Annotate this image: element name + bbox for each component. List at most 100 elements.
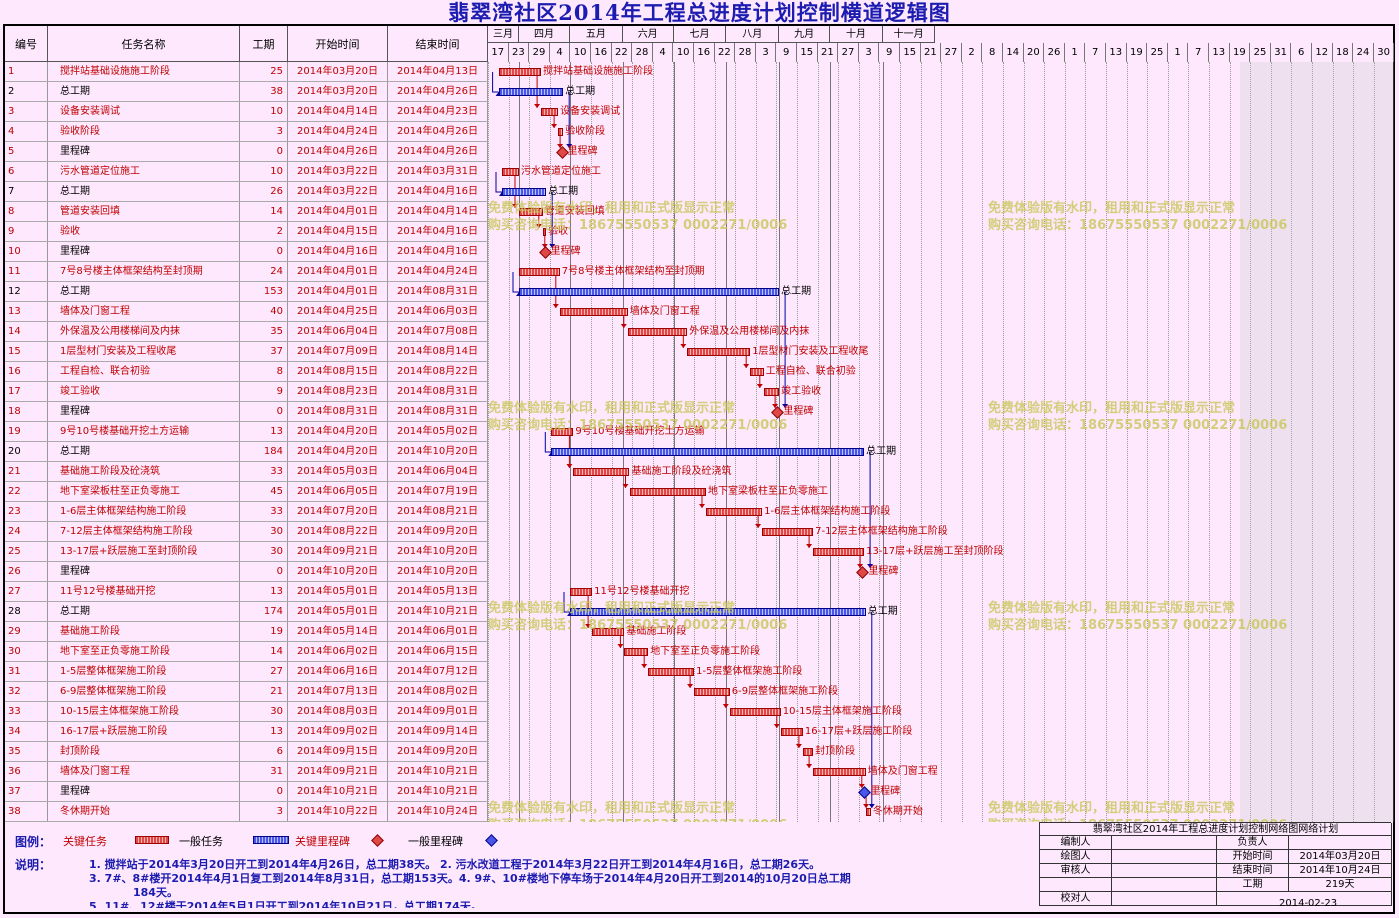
task-name-cell[interactable]: 7-12层主体框架结构施工阶段	[48, 522, 240, 542]
task-id-cell[interactable]: 36	[5, 762, 48, 782]
task-id-cell[interactable]: 15	[5, 342, 48, 362]
task-name-cell[interactable]: 管道安装回填	[48, 202, 240, 222]
table-row[interactable]: 5 里程碑 0 2014年04月26日 2014年04月26日	[5, 142, 488, 162]
task-bar[interactable]	[570, 588, 593, 596]
task-bar[interactable]	[592, 628, 625, 636]
task-name-cell[interactable]: 外保温及公用楼梯间及内抹	[48, 322, 240, 342]
owner-value[interactable]	[1289, 836, 1392, 850]
task-name-cell[interactable]: 里程碑	[48, 782, 240, 802]
task-bar[interactable]	[763, 388, 780, 396]
task-name-cell[interactable]: 1层型材门安装及工程收尾	[48, 342, 240, 362]
task-id-cell[interactable]: 4	[5, 122, 48, 142]
col-header-duration[interactable]: 工期	[240, 26, 288, 62]
task-bar[interactable]	[813, 768, 866, 776]
task-name-cell[interactable]: 9号10号楼基础开挖土方运输	[48, 422, 240, 442]
task-id-cell[interactable]: 31	[5, 662, 48, 682]
table-row[interactable]: 33 10-15层主体框架施工阶段 30 2014年08月03日 2014年09月01日	[5, 702, 488, 722]
task-name-cell[interactable]: 13-17层+跃层施工至封顶阶段	[48, 542, 240, 562]
table-row[interactable]: 1 搅拌站基础设施施工阶段 25 2014年03月20日 2014年04月13日	[5, 62, 488, 82]
task-id-cell[interactable]: 16	[5, 362, 48, 382]
task-name-cell[interactable]: 验收	[48, 222, 240, 242]
table-row[interactable]: 17 竣工验收 9 2014年08月23日 2014年08月31日	[5, 382, 488, 402]
task-name-cell[interactable]: 总工期	[48, 442, 240, 462]
table-row[interactable]: 4 验收阶段 3 2014年04月24日 2014年04月26日	[5, 122, 488, 142]
table-row[interactable]: 38 冬休期开始 3 2014年10月22日 2014年10月24日	[5, 802, 488, 822]
task-bar[interactable]	[706, 508, 763, 516]
task-id-cell[interactable]: 22	[5, 482, 48, 502]
table-row[interactable]: 16 工程自检、联合初验 8 2014年08月15日 2014年08月22日	[5, 362, 488, 382]
task-name-cell[interactable]: 竣工验收	[48, 382, 240, 402]
task-name-cell[interactable]: 6-9层整体框架施工阶段	[48, 682, 240, 702]
task-id-cell[interactable]: 10	[5, 242, 48, 262]
task-name-cell[interactable]: 11号12号楼基础开挖	[48, 582, 240, 602]
task-bar[interactable]	[559, 308, 628, 316]
task-id-cell[interactable]: 25	[5, 542, 48, 562]
table-row[interactable]: 18 里程碑 0 2014年08月31日 2014年08月31日	[5, 402, 488, 422]
table-row[interactable]: 13 墙体及门窗工程 40 2014年04月25日 2014年06月03日	[5, 302, 488, 322]
task-name-cell[interactable]: 总工期	[48, 182, 240, 202]
task-name-cell[interactable]: 墙体及门窗工程	[48, 302, 240, 322]
task-name-cell[interactable]: 冬休期开始	[48, 802, 240, 822]
table-row[interactable]: 10 里程碑 0 2014年04月16日 2014年04月16日	[5, 242, 488, 262]
task-name-cell[interactable]: 1-5层整体框架施工阶段	[48, 662, 240, 682]
task-id-cell[interactable]: 8	[5, 202, 48, 222]
task-name-cell[interactable]: 墙体及门窗工程	[48, 762, 240, 782]
task-bar[interactable]	[750, 368, 764, 376]
task-name-cell[interactable]: 里程碑	[48, 242, 240, 262]
task-id-cell[interactable]: 28	[5, 602, 48, 622]
task-id-cell[interactable]: 33	[5, 702, 48, 722]
table-row[interactable]: 36 墙体及门窗工程 31 2014年09月21日 2014年10月21日	[5, 762, 488, 782]
task-id-cell[interactable]: 20	[5, 442, 48, 462]
task-bar[interactable]	[570, 608, 866, 616]
task-bar[interactable]	[558, 128, 564, 136]
task-bar[interactable]	[813, 548, 865, 556]
task-name-cell[interactable]: 10-15层主体框架施工阶段	[48, 702, 240, 722]
task-id-cell[interactable]: 5	[5, 142, 48, 162]
task-bar[interactable]	[542, 228, 547, 236]
task-bar[interactable]	[502, 168, 519, 176]
task-id-cell[interactable]: 7	[5, 182, 48, 202]
table-row[interactable]: 14 外保温及公用楼梯间及内抹 35 2014年06月04日 2014年07月08日	[5, 322, 488, 342]
table-row[interactable]: 21 基础施工阶段及砼浇筑 33 2014年05月03日 2014年06月04日	[5, 462, 488, 482]
task-id-cell[interactable]: 24	[5, 522, 48, 542]
task-bar[interactable]	[687, 348, 751, 356]
task-id-cell[interactable]: 19	[5, 422, 48, 442]
task-name-cell[interactable]: 地下室梁板柱至正负零施工	[48, 482, 240, 502]
table-row[interactable]: 2 总工期 38 2014年03月20日 2014年04月26日	[5, 82, 488, 102]
task-name-cell[interactable]: 基础施工阶段及砼浇筑	[48, 462, 240, 482]
task-id-cell[interactable]: 21	[5, 462, 48, 482]
task-name-cell[interactable]: 总工期	[48, 82, 240, 102]
task-bar[interactable]	[541, 108, 559, 116]
task-id-cell[interactable]: 9	[5, 222, 48, 242]
editor-value[interactable]	[1112, 836, 1217, 850]
task-id-cell[interactable]: 27	[5, 582, 48, 602]
col-header-name[interactable]: 任务名称	[48, 26, 240, 62]
table-row[interactable]: 31 1-5层整体框架施工阶段 27 2014年06月16日 2014年07月12日	[5, 662, 488, 682]
table-row[interactable]: 30 地下室至正负零施工阶段 14 2014年06月02日 2014年06月15日	[5, 642, 488, 662]
task-name-cell[interactable]: 7号8号楼主体框架结构至封顶期	[48, 262, 240, 282]
task-name-cell[interactable]: 总工期	[48, 282, 240, 302]
task-id-cell[interactable]: 6	[5, 162, 48, 182]
table-row[interactable]: 23 1-6层主体框架结构施工阶段 33 2014年07月20日 2014年08月21日	[5, 502, 488, 522]
task-id-cell[interactable]: 34	[5, 722, 48, 742]
task-id-cell[interactable]: 11	[5, 262, 48, 282]
task-bar[interactable]	[573, 468, 630, 476]
drawer-value[interactable]	[1112, 850, 1217, 864]
task-bar[interactable]	[519, 268, 560, 276]
col-header-start[interactable]: 开始时间	[288, 26, 388, 62]
task-id-cell[interactable]: 14	[5, 322, 48, 342]
task-bar[interactable]	[648, 668, 695, 676]
col-header-end[interactable]: 结束时间	[388, 26, 488, 62]
task-id-cell[interactable]: 38	[5, 802, 48, 822]
task-name-cell[interactable]: 里程碑	[48, 142, 240, 162]
task-name-cell[interactable]: 里程碑	[48, 562, 240, 582]
task-name-cell[interactable]: 总工期	[48, 602, 240, 622]
task-id-cell[interactable]: 17	[5, 382, 48, 402]
table-row[interactable]: 11 7号8号楼主体框架结构至封顶期 24 2014年04月01日 2014年04月24…	[5, 262, 488, 282]
task-id-cell[interactable]: 13	[5, 302, 48, 322]
task-bar[interactable]	[498, 68, 542, 76]
checker-value[interactable]	[1112, 892, 1217, 906]
task-id-cell[interactable]: 3	[5, 102, 48, 122]
task-bar[interactable]	[519, 288, 780, 296]
table-row[interactable]: 15 1层型材门安装及工程收尾 37 2014年07月09日 2014年08月14日	[5, 342, 488, 362]
